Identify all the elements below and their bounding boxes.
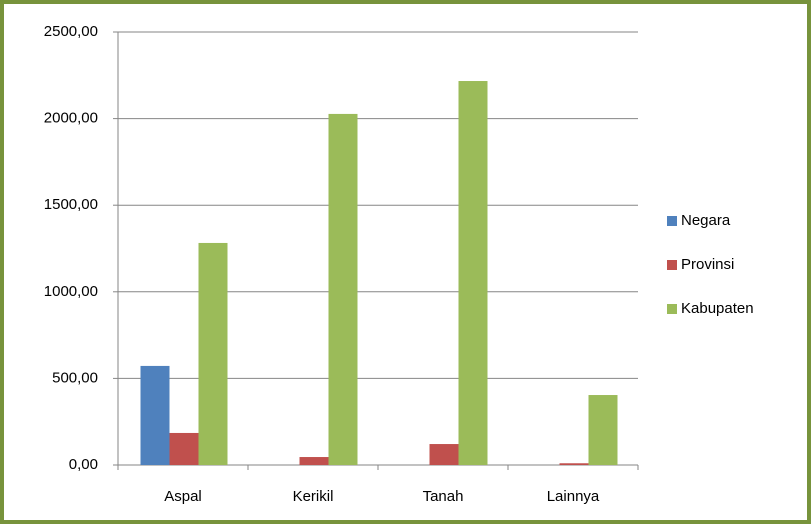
- x-tick-label: Tanah: [423, 488, 464, 505]
- bar: [299, 457, 329, 465]
- y-tick-label: 2000,00: [44, 110, 98, 127]
- y-tick-label: 1000,00: [44, 283, 98, 300]
- bar: [169, 432, 199, 465]
- bar: [140, 365, 170, 465]
- legend-label: Negara: [681, 212, 731, 229]
- y-tick-label: 1500,00: [44, 196, 98, 213]
- y-tick-label: 0,00: [69, 456, 98, 473]
- legend-swatch: [667, 260, 677, 270]
- bar: [588, 395, 618, 465]
- legend-label: Kabupaten: [681, 300, 754, 317]
- x-tick-label: Kerikil: [293, 488, 334, 505]
- bar: [198, 242, 228, 465]
- legend-swatch: [667, 304, 677, 314]
- legend-label: Provinsi: [681, 256, 734, 273]
- y-tick-label: 500,00: [52, 369, 98, 386]
- x-tick-label: Lainnya: [547, 488, 600, 505]
- bar: [458, 81, 488, 466]
- bar: [429, 444, 459, 465]
- bar: [328, 113, 358, 466]
- x-tick-label: Aspal: [164, 488, 202, 505]
- bar: [559, 463, 589, 465]
- y-tick-label: 2500,00: [44, 23, 98, 40]
- legend-swatch: [667, 216, 677, 226]
